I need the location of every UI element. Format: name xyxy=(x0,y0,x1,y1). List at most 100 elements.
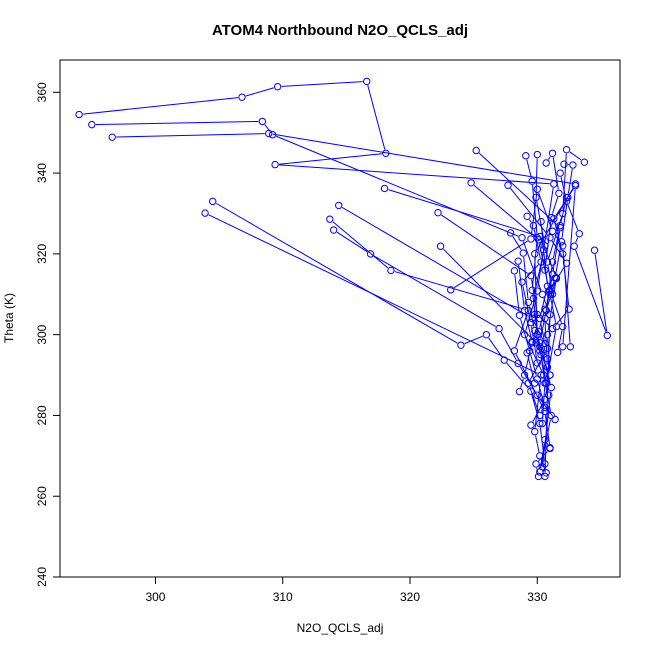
series-segment xyxy=(279,164,550,185)
data-point xyxy=(271,160,279,169)
data-point xyxy=(531,310,539,319)
data-point xyxy=(273,82,282,91)
series-segment xyxy=(245,87,274,97)
series-segment xyxy=(530,354,537,376)
data-point xyxy=(527,271,535,280)
data-point xyxy=(541,460,549,468)
data-point xyxy=(88,120,96,129)
data-point xyxy=(536,343,544,351)
series-segment xyxy=(453,240,528,289)
series-segment xyxy=(515,314,528,348)
data-point xyxy=(548,258,557,266)
data-point xyxy=(557,238,566,246)
data-point xyxy=(562,197,571,206)
data-point xyxy=(495,324,503,333)
x-tick-label: 320 xyxy=(400,590,420,604)
data-point xyxy=(504,181,512,189)
y-tick-label: 300 xyxy=(35,324,49,344)
data-point xyxy=(541,242,549,250)
data-point xyxy=(548,270,557,278)
data-point xyxy=(543,282,552,290)
series-segment xyxy=(534,318,540,343)
data-point xyxy=(482,330,491,339)
data-point xyxy=(524,306,533,315)
series-segment xyxy=(512,235,522,250)
data-point xyxy=(580,158,589,166)
data-point xyxy=(533,310,541,319)
series-segment xyxy=(532,402,544,422)
data-point xyxy=(546,290,554,298)
data-point xyxy=(542,306,550,315)
series-segment xyxy=(594,254,608,332)
x-tick-label: 310 xyxy=(273,590,293,604)
data-point xyxy=(506,229,515,237)
data-point xyxy=(536,339,544,347)
data-point xyxy=(528,339,536,347)
y-tick-label: 280 xyxy=(35,405,49,425)
series-segment xyxy=(575,249,607,332)
data-point xyxy=(520,330,529,339)
series-segment xyxy=(555,188,574,216)
series-segment xyxy=(531,394,540,420)
data-point xyxy=(562,259,571,267)
data-point xyxy=(541,472,549,481)
data-point xyxy=(541,379,549,387)
series-segment xyxy=(520,378,524,388)
data-point xyxy=(537,258,545,266)
series-segment xyxy=(544,415,550,444)
data-point xyxy=(533,330,541,339)
data-point xyxy=(548,324,557,333)
data-point xyxy=(527,235,535,243)
data-point xyxy=(570,242,578,250)
data-point xyxy=(553,348,562,357)
data-point xyxy=(566,343,575,351)
data-point xyxy=(533,359,541,367)
series-segment xyxy=(529,386,539,412)
data-point xyxy=(548,149,557,158)
data-point xyxy=(541,339,549,348)
data-point xyxy=(238,93,246,101)
data-point xyxy=(543,363,552,371)
data-point xyxy=(546,444,554,452)
data-point xyxy=(329,226,338,234)
data-point xyxy=(201,209,209,217)
data-point xyxy=(335,201,343,210)
series-segment xyxy=(332,221,389,269)
data-point xyxy=(363,77,371,86)
series-segment xyxy=(526,159,532,178)
data-point xyxy=(523,212,531,221)
data-point xyxy=(546,310,554,319)
data-point xyxy=(547,213,555,222)
data-point xyxy=(542,469,550,477)
data-point xyxy=(590,246,599,254)
y-tick-label: 340 xyxy=(35,163,49,183)
data-point xyxy=(542,159,550,167)
data-point xyxy=(556,169,564,177)
series-segment xyxy=(533,249,545,295)
series-segment xyxy=(544,322,548,364)
series-segment xyxy=(506,362,529,389)
data-point xyxy=(209,197,217,206)
data-point xyxy=(533,391,541,399)
series-segment xyxy=(478,152,558,226)
series-segment xyxy=(514,274,520,312)
series-segment xyxy=(388,189,537,236)
series-segment xyxy=(341,206,529,317)
series-segment xyxy=(569,151,582,161)
data-point xyxy=(552,274,561,283)
data-point xyxy=(575,229,583,238)
data-point xyxy=(559,322,567,331)
data-point xyxy=(545,391,553,399)
y-tick-label: 360 xyxy=(35,82,49,102)
series-segment xyxy=(552,229,560,259)
series-segment xyxy=(519,366,536,393)
series-segment xyxy=(394,271,525,310)
data-point xyxy=(519,249,527,257)
data-point xyxy=(366,250,375,258)
data-point xyxy=(467,179,475,187)
x-axis: 300 310 320 330 xyxy=(145,576,548,604)
data-point xyxy=(523,349,531,357)
data-point xyxy=(268,131,277,139)
data-point xyxy=(547,383,555,392)
data-point xyxy=(541,407,549,416)
